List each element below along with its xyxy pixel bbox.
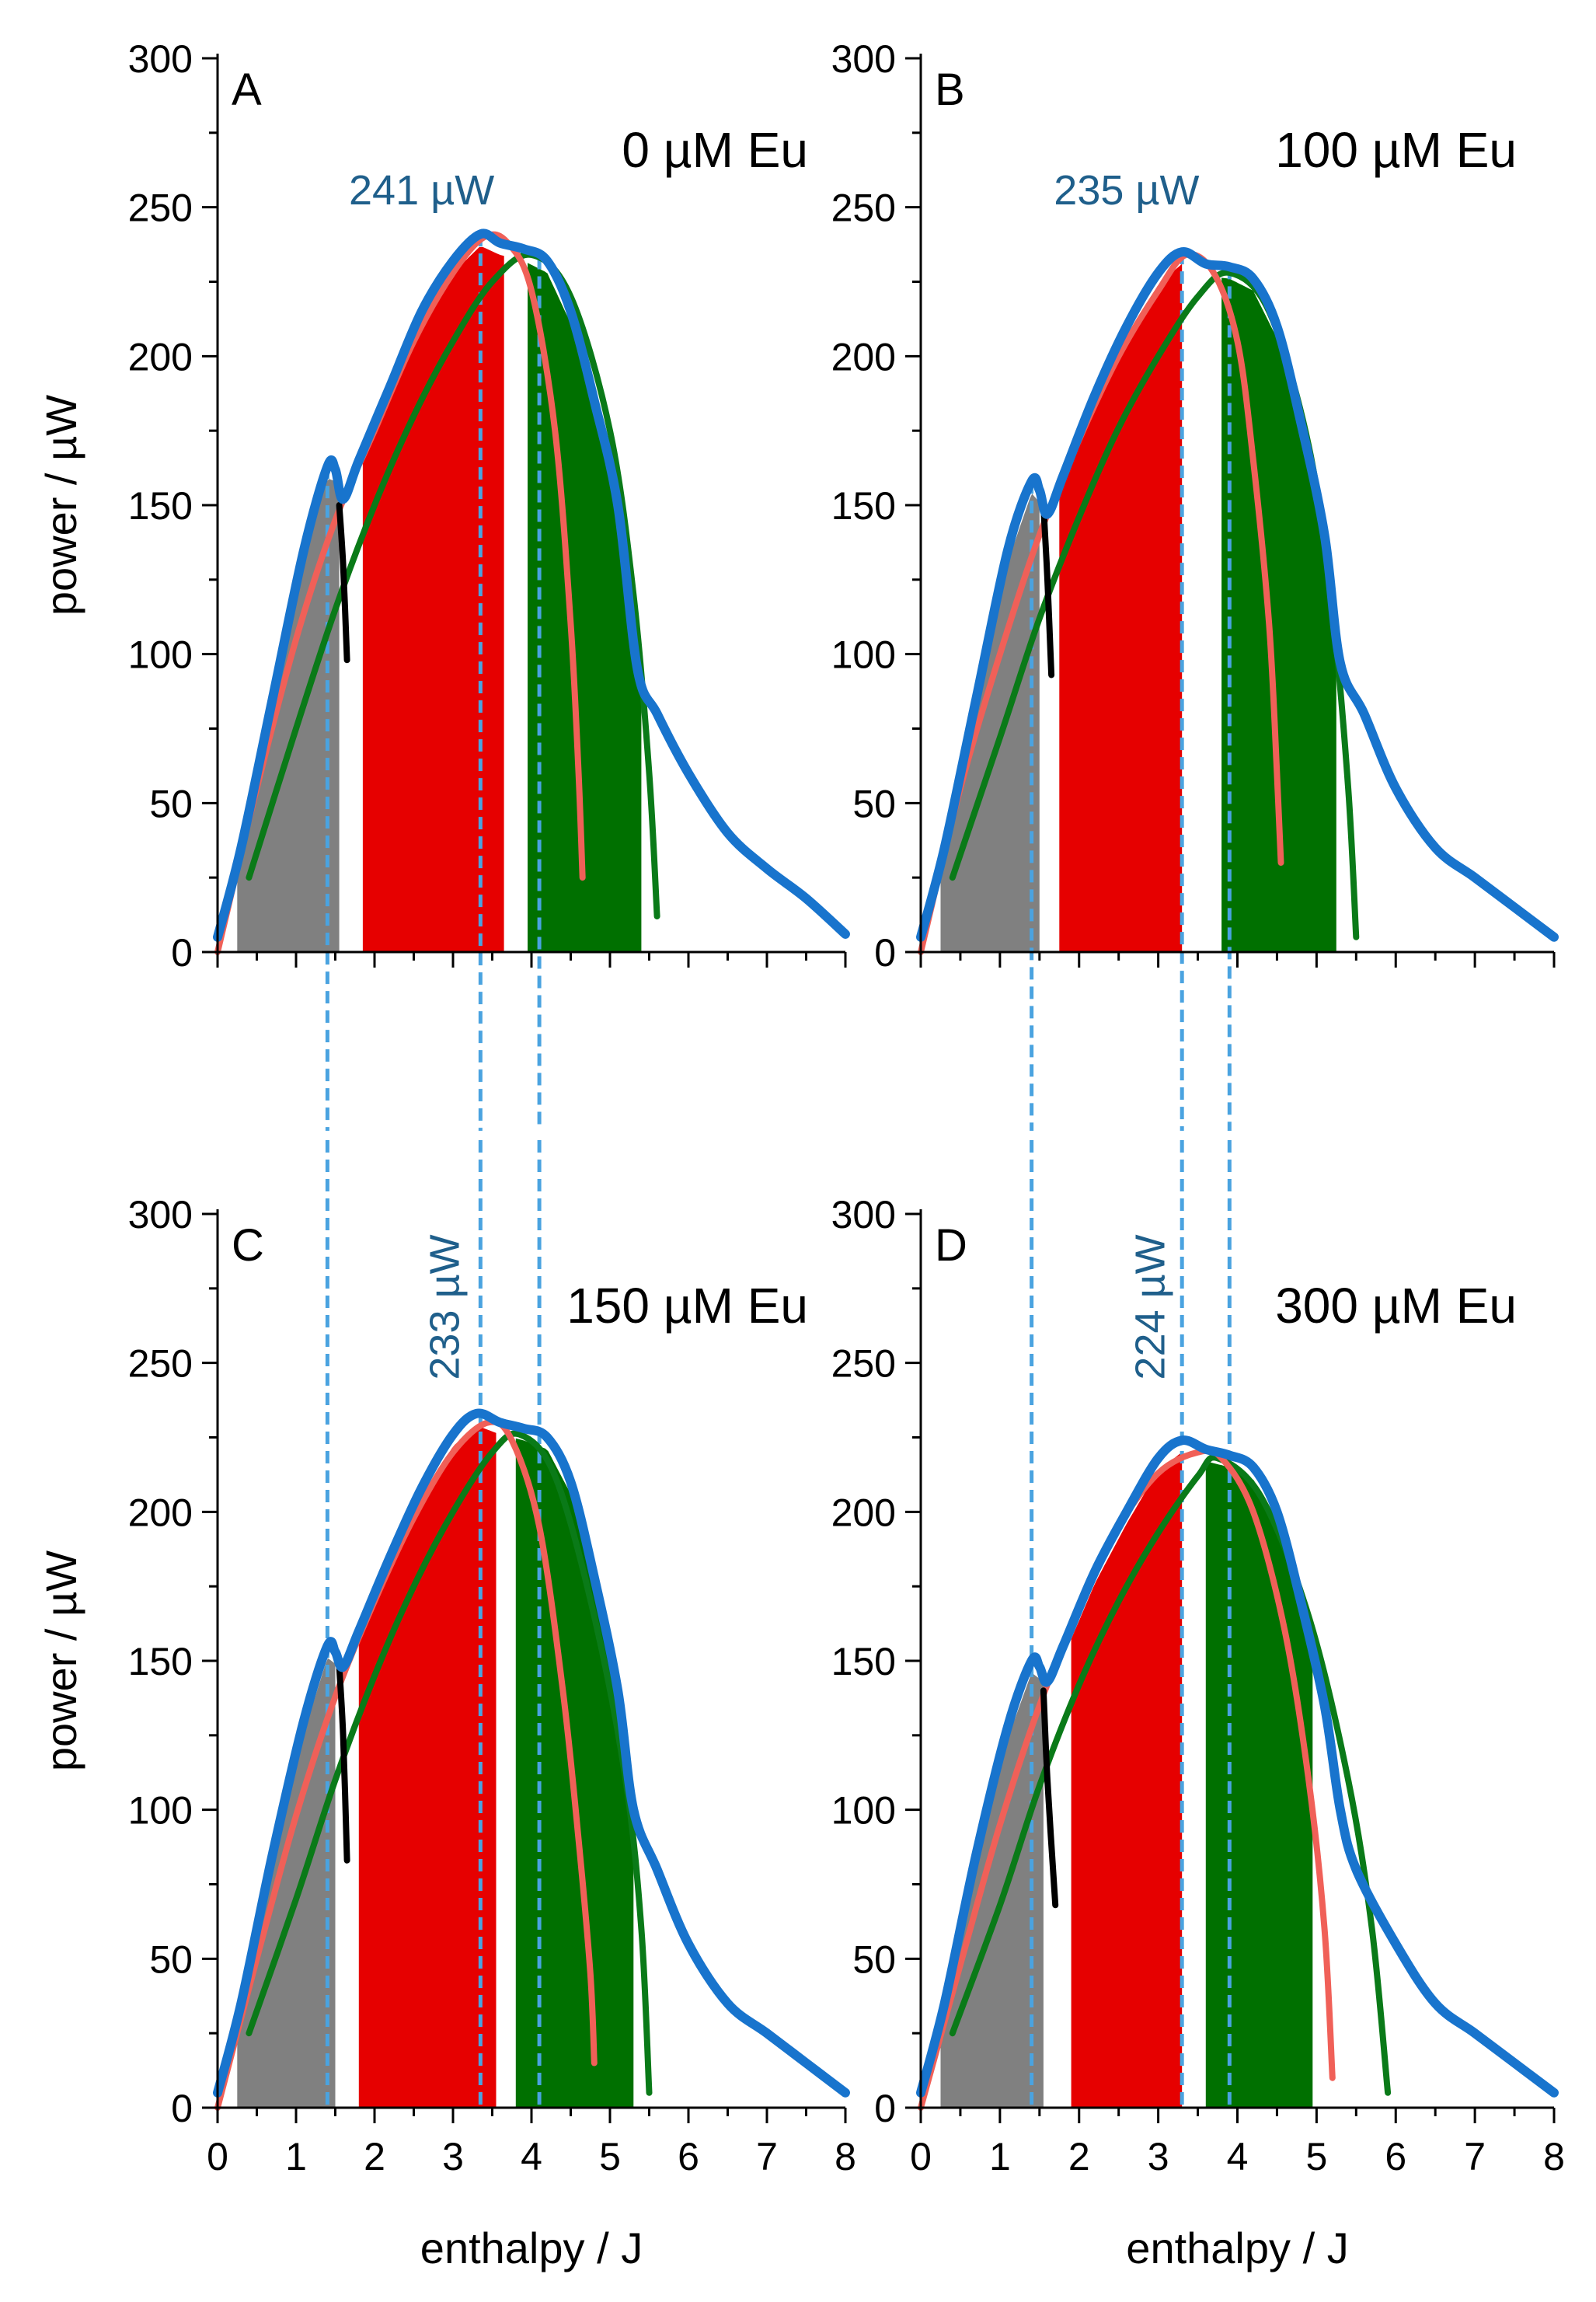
panel-a-green-fit-curve (246, 251, 660, 919)
panel-d-letter: D (935, 1220, 967, 1271)
panel-a-peak-label: 241 µW (349, 167, 494, 214)
panel-c-red-fit-curve (214, 1418, 598, 2111)
panel-d-green-area (1205, 1461, 1313, 2108)
panel-c-x-tick-label: 3 (442, 2135, 464, 2178)
panel-d-red-fit-curve (918, 1447, 1336, 2111)
panel-d-x-tick-label: 3 (1148, 2135, 1169, 2178)
panel-d-red-area (1071, 1452, 1183, 2108)
panel-d-y-tick-label: 150 (831, 1640, 896, 1683)
panel-d-x-tick-label: 7 (1464, 2135, 1486, 2178)
panel-a-red-area (362, 246, 504, 952)
panel-d-y-tick-label: 200 (831, 1491, 896, 1534)
panel-b-y-tick-label: 250 (831, 187, 896, 230)
panel-c-x-tick-label: 7 (756, 2135, 778, 2178)
panel-a-y-tick-label: 100 (128, 633, 193, 677)
panel-b-y-tick-label: 200 (831, 335, 896, 378)
panel-c-x-tick-label: 2 (364, 2135, 385, 2178)
panel-b-y-tick-label: 50 (852, 782, 896, 825)
panel-b-red-area (1059, 263, 1183, 952)
panel-d-y-tick-label: 0 (874, 2087, 896, 2130)
panel-b-black-segment (1040, 502, 1055, 678)
panel-a-y-tick-label: 50 (149, 782, 193, 825)
panel-c-red-area (358, 1426, 497, 2108)
panel-c-peak-label: 233 µW (421, 1234, 468, 1379)
panel-c-y-tick-label: 300 (128, 1193, 193, 1236)
panel-b-y-tick-label: 100 (831, 633, 896, 677)
panel-b-gray-area (940, 494, 1040, 952)
panel-b-peak-label: 235 µW (1054, 167, 1199, 214)
panel-c-x-tick-label: 8 (835, 2135, 856, 2178)
panel-c-y-tick-label: 200 (128, 1491, 193, 1534)
panel-c-x-tick-label: 1 (285, 2135, 307, 2178)
panel-d-x-tick-label: 8 (1543, 2135, 1565, 2178)
panel-a-y-tick-label: 150 (128, 484, 193, 528)
panel-c-y-tick-label: 100 (128, 1789, 193, 1833)
panel-d-y-tick-label: 100 (831, 1789, 896, 1833)
panel-c-x-tick-label: 0 (207, 2135, 228, 2178)
dashed-guides-layer (325, 234, 1232, 2108)
panel-d-x-tick-label: 6 (1385, 2135, 1406, 2178)
panel-d-peak-label: 224 µW (1127, 1234, 1173, 1379)
panel-c-x-axis-title: enthalpy / J (420, 2224, 643, 2272)
panel-a-y-tick-label: 200 (128, 335, 193, 378)
panel-a-black-segment (336, 502, 350, 664)
panel-d-x-tick-label: 0 (910, 2135, 932, 2178)
panel-d-total-curve (916, 1435, 1559, 2098)
panel-c-y-axis-title: power / µW (37, 1550, 85, 1771)
panel-c-black-segment (336, 1663, 350, 1864)
panel-d-y-tick-label: 300 (831, 1193, 896, 1236)
panel-d-y-tick-label: 50 (852, 1938, 896, 1981)
curves-layer (213, 228, 1559, 2111)
panel-d-x-tick-label: 5 (1305, 2135, 1327, 2178)
panel-c-condition: 150 µM Eu (566, 1278, 808, 1334)
panel-a-total-curve (213, 228, 850, 942)
panel-b-total-curve (916, 247, 1559, 942)
panel-a-condition: 0 µM Eu (622, 122, 808, 178)
panel-b-condition: 100 µM Eu (1275, 122, 1517, 178)
panel-d-x-axis-title: enthalpy / J (1126, 2224, 1348, 2272)
panel-c-total-curve (213, 1408, 850, 2098)
panel-a-y-axis-title: power / µW (37, 395, 85, 616)
panel-d-y-tick-label: 250 (831, 1342, 896, 1386)
panel-c-y-tick-label: 50 (149, 1938, 193, 1981)
panel-d-black-segment (1040, 1687, 1059, 1909)
panel-d-condition: 300 µM Eu (1275, 1278, 1517, 1334)
axes-layer (202, 54, 1556, 2123)
panel-a-red-fit-curve (214, 231, 586, 955)
panel-b-red-fit-curve (918, 251, 1284, 955)
panel-d-x-tick-label: 1 (989, 2135, 1011, 2178)
panel-b-y-tick-label: 0 (874, 931, 896, 975)
panel-c-y-tick-label: 0 (171, 2087, 193, 2130)
panel-b-y-tick-label: 150 (831, 484, 896, 528)
panel-a-y-tick-label: 0 (171, 931, 193, 975)
panel-a-y-tick-label: 250 (128, 187, 193, 230)
panel-c-x-tick-label: 5 (599, 2135, 621, 2178)
panel-c-y-tick-label: 150 (128, 1640, 193, 1683)
panel-c-x-tick-label: 6 (678, 2135, 699, 2178)
panel-a-letter: A (232, 65, 262, 115)
panel-c-letter: C (232, 1220, 264, 1271)
panel-b-y-tick-label: 300 (831, 37, 896, 81)
panel-c-x-tick-label: 4 (521, 2135, 542, 2178)
panel-c-gray-area (237, 1658, 336, 2108)
panel-d-green-fit-curve (949, 1454, 1392, 2096)
panel-b-letter: B (935, 65, 965, 115)
panel-d-x-tick-label: 2 (1068, 2135, 1090, 2178)
fills-layer (237, 246, 1336, 2108)
panel-a-y-tick-label: 300 (128, 37, 193, 81)
panel-d-x-tick-label: 4 (1227, 2135, 1249, 2178)
panel-c-y-tick-label: 250 (128, 1342, 193, 1386)
